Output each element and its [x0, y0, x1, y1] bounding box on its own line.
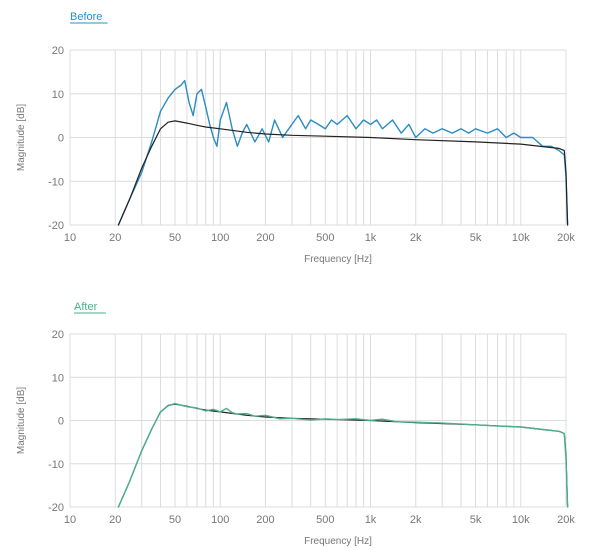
x-tick-label: 500: [316, 514, 334, 526]
series-line-measured: [117, 402, 569, 508]
series-line-target: [117, 120, 569, 226]
y-tick-label: -10: [48, 176, 64, 188]
chart-title: Before: [70, 11, 102, 23]
x-tick-label: 50: [169, 514, 181, 526]
x-tick-label: 5k: [470, 514, 482, 526]
x-tick-label: 10k: [512, 232, 530, 244]
x-tick-label: 1k: [365, 514, 377, 526]
x-tick-label: 10: [64, 232, 76, 244]
y-tick-label: 0: [58, 133, 64, 145]
y-tick-label: -20: [48, 502, 64, 514]
x-axis-label: Frequency [Hz]: [304, 536, 372, 547]
x-tick-label: 20: [109, 514, 121, 526]
x-tick-label: 1k: [365, 232, 377, 244]
y-axis-label: Magnitude [dB]: [16, 387, 27, 454]
x-tick-label: 10k: [512, 514, 530, 526]
y-tick-label: 10: [52, 372, 64, 384]
grid: [69, 333, 567, 508]
y-tick-label: 20: [52, 329, 64, 341]
y-tick-label: 20: [52, 45, 64, 57]
x-tick-label: 5k: [470, 232, 482, 244]
y-tick-label: -10: [48, 459, 64, 471]
x-tick-label: 10: [64, 514, 76, 526]
y-tick-label: 10: [52, 89, 64, 101]
x-tick-label: 50: [169, 232, 181, 244]
x-tick-label: 200: [256, 514, 274, 526]
grid: [69, 49, 567, 226]
x-tick-label: 20k: [557, 514, 575, 526]
x-tick-label: 2k: [410, 514, 422, 526]
x-tick-label: 100: [211, 514, 229, 526]
y-tick-label: -20: [48, 220, 64, 232]
chart-title: After: [74, 301, 98, 313]
y-axis-label: Magnitude [dB]: [16, 104, 27, 171]
x-tick-label: 100: [211, 232, 229, 244]
x-tick-label: 20: [109, 232, 121, 244]
x-tick-label: 500: [316, 232, 334, 244]
series-line-measured: [117, 79, 569, 226]
y-tick-label: 0: [58, 416, 64, 428]
x-tick-label: 20k: [557, 232, 575, 244]
x-axis-label: Frequency [Hz]: [304, 254, 372, 265]
x-tick-label: 200: [256, 232, 274, 244]
x-tick-label: 2k: [410, 232, 422, 244]
